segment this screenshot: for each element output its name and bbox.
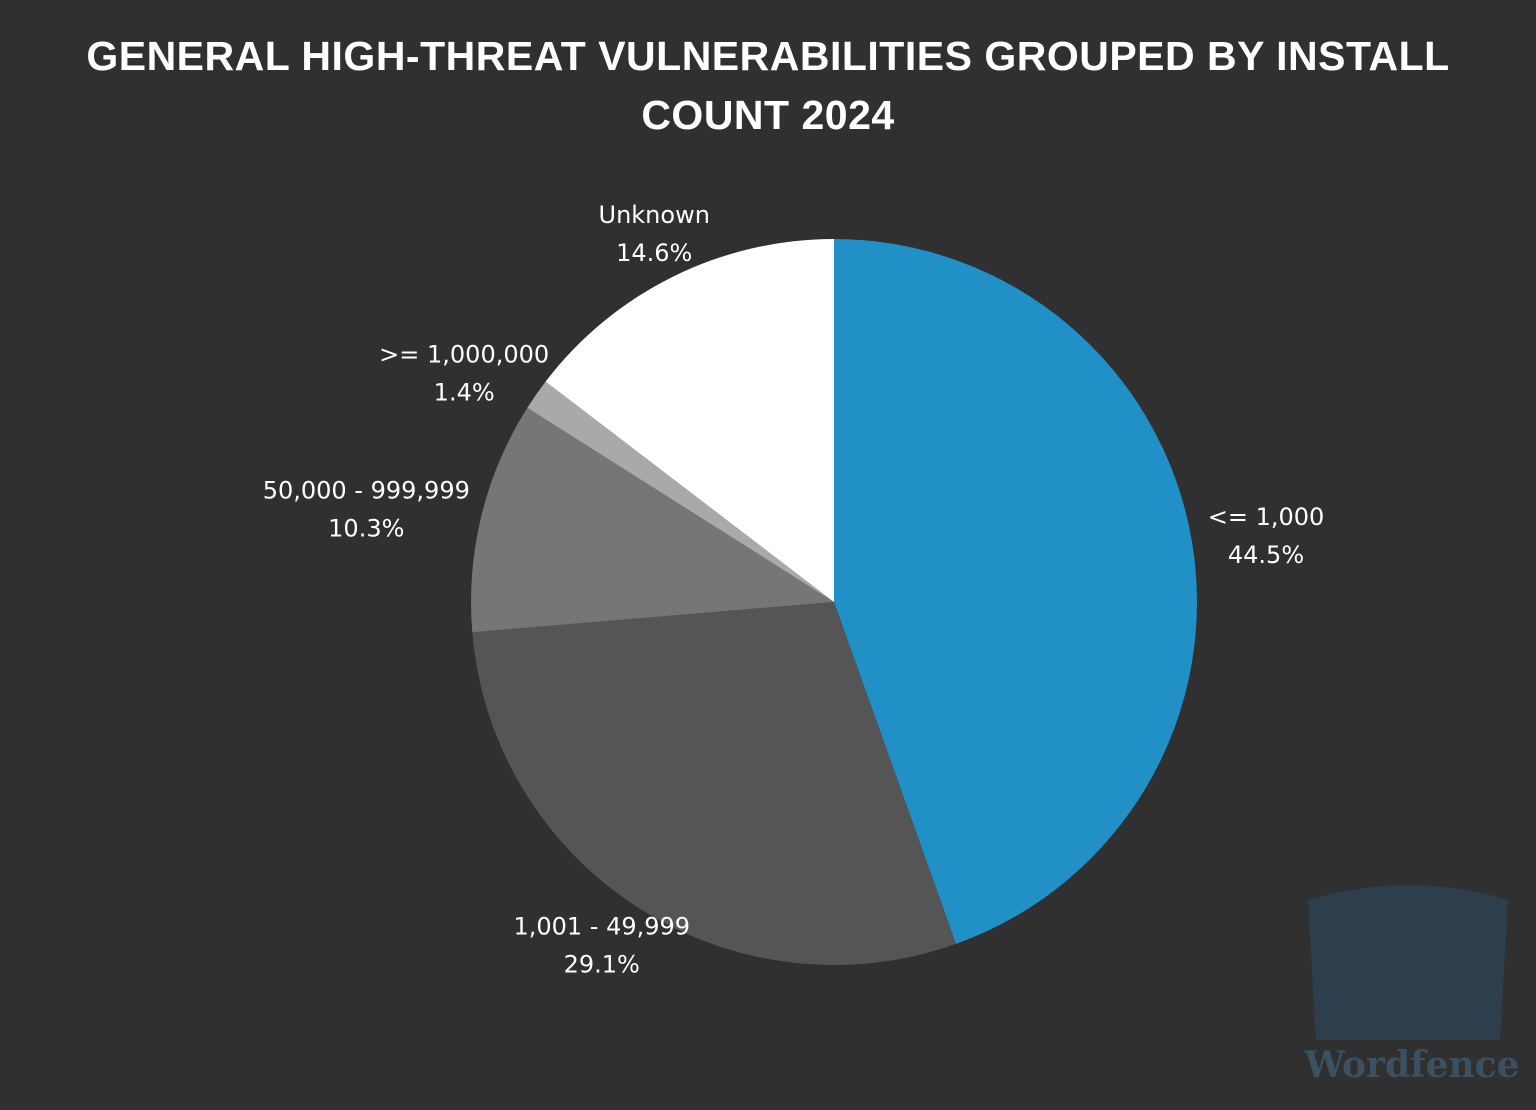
slice-label-value: 29.1%: [564, 951, 640, 979]
slice-label: 1,001 - 49,999 29.1%: [513, 913, 690, 979]
slice-label-value: 1.4%: [434, 378, 495, 406]
slice-label: >= 1,000,000 1.4%: [379, 340, 549, 406]
watermark: Wordfence: [1303, 1044, 1519, 1086]
slice-label-name: Unknown: [598, 201, 709, 229]
watermark-shield: [1308, 885, 1508, 1040]
slice-label-name: 50,000 - 999,999: [263, 476, 470, 504]
pie-slice: [545, 239, 834, 602]
slice-label: <= 1,000 44.5%: [1208, 503, 1325, 569]
slice-label: Unknown 14.6%: [598, 201, 709, 267]
slice-label-value: 10.3%: [328, 514, 404, 542]
pie-slice: [471, 407, 834, 633]
pie-slice: [527, 381, 834, 602]
pie-slice: [472, 602, 957, 965]
slice-label-name: >= 1,000,000: [379, 340, 549, 368]
slice-label-value: 44.5%: [1228, 541, 1304, 569]
chart-title: GENERAL HIGH-THREAT VULNERABILITIES GROU…: [86, 33, 1450, 138]
slice-label-name: <= 1,000: [1208, 503, 1325, 531]
pie-slice: [834, 239, 1197, 944]
slice-label: 50,000 - 999,999 10.3%: [263, 476, 470, 542]
slice-label-value: 14.6%: [616, 239, 692, 267]
slice-label-name: 1,001 - 49,999: [513, 913, 690, 941]
